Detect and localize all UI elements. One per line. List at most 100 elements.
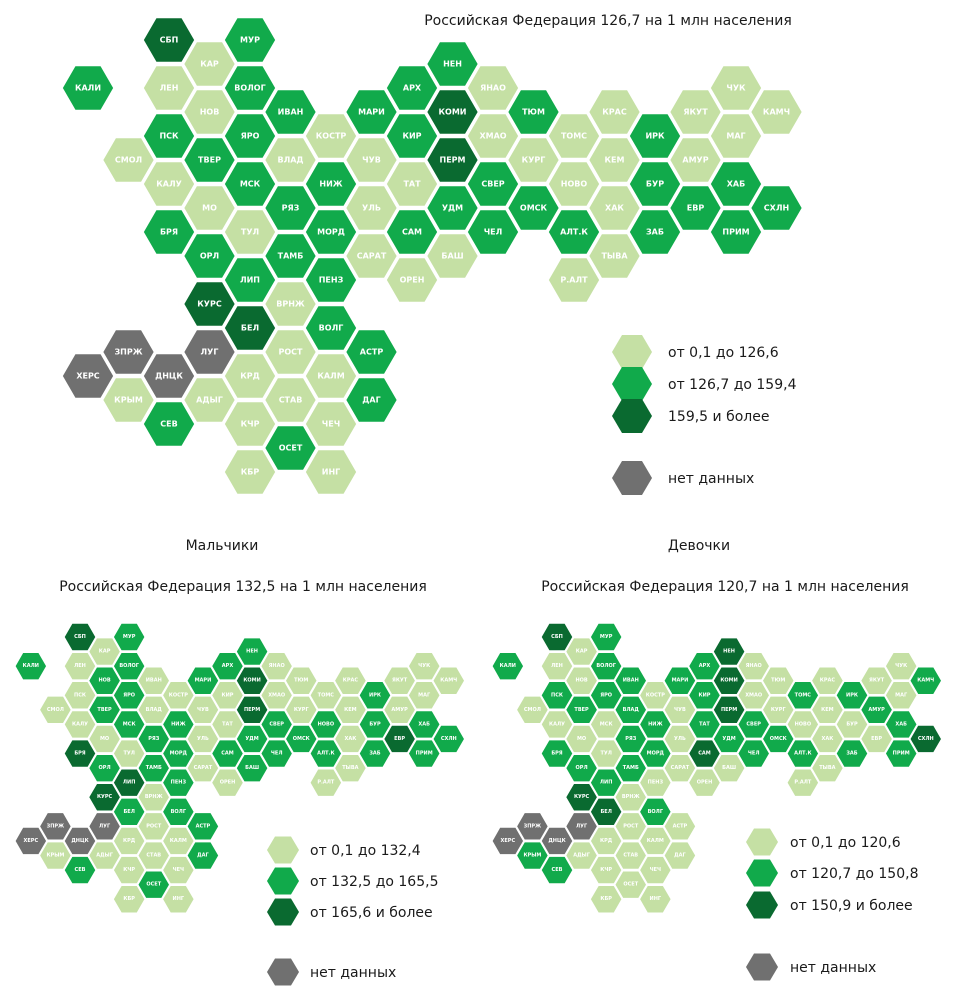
region-hex-shape <box>587 232 642 280</box>
region-hex: САРАТ <box>186 754 220 783</box>
region-hex: БАШ <box>712 754 746 783</box>
region-label: КОМИ <box>439 108 467 117</box>
region-label: ИВАН <box>623 678 639 684</box>
region-hex-shape <box>425 40 480 88</box>
region-hex: КАЛМ <box>304 352 358 400</box>
region-label: ОРЕН <box>400 276 425 285</box>
region-label: КРД <box>123 838 136 844</box>
region-hex: ТЮМ <box>284 666 318 695</box>
region-hex: КАЛИ <box>14 652 48 681</box>
region-label: ПЕРМ <box>440 156 466 165</box>
region-hex-shape <box>182 376 237 424</box>
region-label: АМУР <box>682 156 708 165</box>
region-hex: ЕВР <box>668 184 723 232</box>
region-label: КАР <box>200 60 219 69</box>
region-hex-shape <box>811 695 844 724</box>
region-hex-shape <box>663 841 697 870</box>
region-hex-shape <box>688 768 721 797</box>
region-hex-shape <box>182 280 237 328</box>
region-hex: БЕЛ <box>589 797 623 826</box>
region-label: ИРК <box>846 692 859 698</box>
region-hex: КУРС <box>565 783 598 812</box>
region-hex-shape <box>182 40 237 88</box>
region-hex-shape <box>142 400 196 448</box>
region-hex: КИР <box>688 681 721 710</box>
region-hex-shape <box>63 622 97 652</box>
region-hex: КАР <box>88 637 121 666</box>
region-label: ОРЛ <box>200 252 219 261</box>
region-hex-shape <box>565 724 598 754</box>
region-hex-shape <box>63 826 97 856</box>
region-hex: СМОЛ <box>39 695 72 724</box>
region-hex-shape <box>491 652 525 681</box>
region-label: НОВО <box>318 721 335 727</box>
region-hex: МАРИ <box>344 88 399 136</box>
main-map-title: Российская Федерация 126,7 на 1 млн насе… <box>424 13 792 29</box>
region-label: ЕВР <box>687 204 705 213</box>
region-hex-shape <box>235 637 269 666</box>
region-hex-shape <box>88 754 121 783</box>
region-hex-shape <box>63 855 97 885</box>
region-hex: КИР <box>385 112 439 160</box>
region-hex: ХАБ <box>407 710 441 739</box>
region-label: ТЮМ <box>294 678 308 684</box>
region-hex: БРЯ <box>63 739 97 768</box>
region-label: БЕЛ <box>600 809 611 815</box>
region-label: ИРК <box>645 132 665 141</box>
region-hex-shape <box>589 797 623 826</box>
main-hex-map: КАЛИ СМОЛ СБП ЛЕН ПСК КАЛУ БРЯ КАР НОВ ТВЕР МО ОРЛ К… <box>61 16 804 496</box>
region-label: НИЖ <box>648 721 663 727</box>
region-hex-shape <box>540 681 574 710</box>
region-label: СЕВ <box>75 867 86 873</box>
region-label: ХАК <box>605 204 624 213</box>
region-hex: ТАМБ <box>263 232 318 280</box>
region-label: ТВЕР <box>198 156 221 165</box>
region-hex-shape <box>425 136 480 184</box>
region-hex-shape <box>639 739 672 768</box>
region-hex: ДАГ <box>344 376 399 424</box>
region-hex-shape <box>211 681 244 710</box>
region-hex: ИНГ <box>304 448 358 496</box>
region-hex: ВОЛОГ <box>589 652 623 681</box>
region-hex: МАРИ <box>186 666 220 695</box>
region-hex: ТЫВА <box>811 754 844 783</box>
region-hex: МУР <box>223 16 277 64</box>
region-label: КБР <box>241 468 260 477</box>
region-label: БУР <box>846 721 858 727</box>
region-hex-shape <box>589 885 623 914</box>
region-hex: РЯЗ <box>263 184 318 232</box>
region-label: СВЕР <box>269 721 284 727</box>
region-label: ПСК <box>159 132 179 141</box>
region-label: ДНЦК <box>71 838 89 844</box>
region-hex-shape <box>668 88 723 136</box>
region-label: ВРНЖ <box>622 794 641 800</box>
region-hex: ВОЛОГ <box>223 64 277 112</box>
region-label: БЕЛ <box>241 324 259 333</box>
region-hex: ПРИМ <box>709 208 763 256</box>
legend-label-na: нет данных <box>668 471 754 487</box>
region-hex: ВОЛГ <box>162 797 195 826</box>
region-hex-shape <box>786 710 820 739</box>
region-hex: КОСТР <box>162 681 195 710</box>
region-label: СМОЛ <box>47 707 64 713</box>
region-hex-shape <box>614 666 648 695</box>
region-label: ВЛАД <box>277 156 303 165</box>
boys-heading: Мальчики <box>186 538 259 554</box>
region-label: ЗАБ <box>846 751 857 757</box>
region-hex-shape <box>186 841 220 870</box>
region-hex-shape <box>663 724 697 754</box>
region-hex: РОСТ <box>614 812 648 841</box>
region-hex-shape <box>688 681 721 710</box>
region-label: КИР <box>699 692 711 698</box>
region-hex-shape <box>587 136 642 184</box>
legend-swatch-na <box>612 461 652 495</box>
region-hex-shape <box>589 652 623 681</box>
region-hex: ЧУК <box>407 652 441 681</box>
region-hex-shape <box>344 88 399 136</box>
region-hex-shape <box>142 160 196 208</box>
region-hex-shape <box>540 622 574 652</box>
region-hex: СБП <box>63 622 97 652</box>
region-label: ВЛАД <box>146 707 163 713</box>
region-hex-shape <box>14 826 48 856</box>
region-hex: КАР <box>565 637 598 666</box>
